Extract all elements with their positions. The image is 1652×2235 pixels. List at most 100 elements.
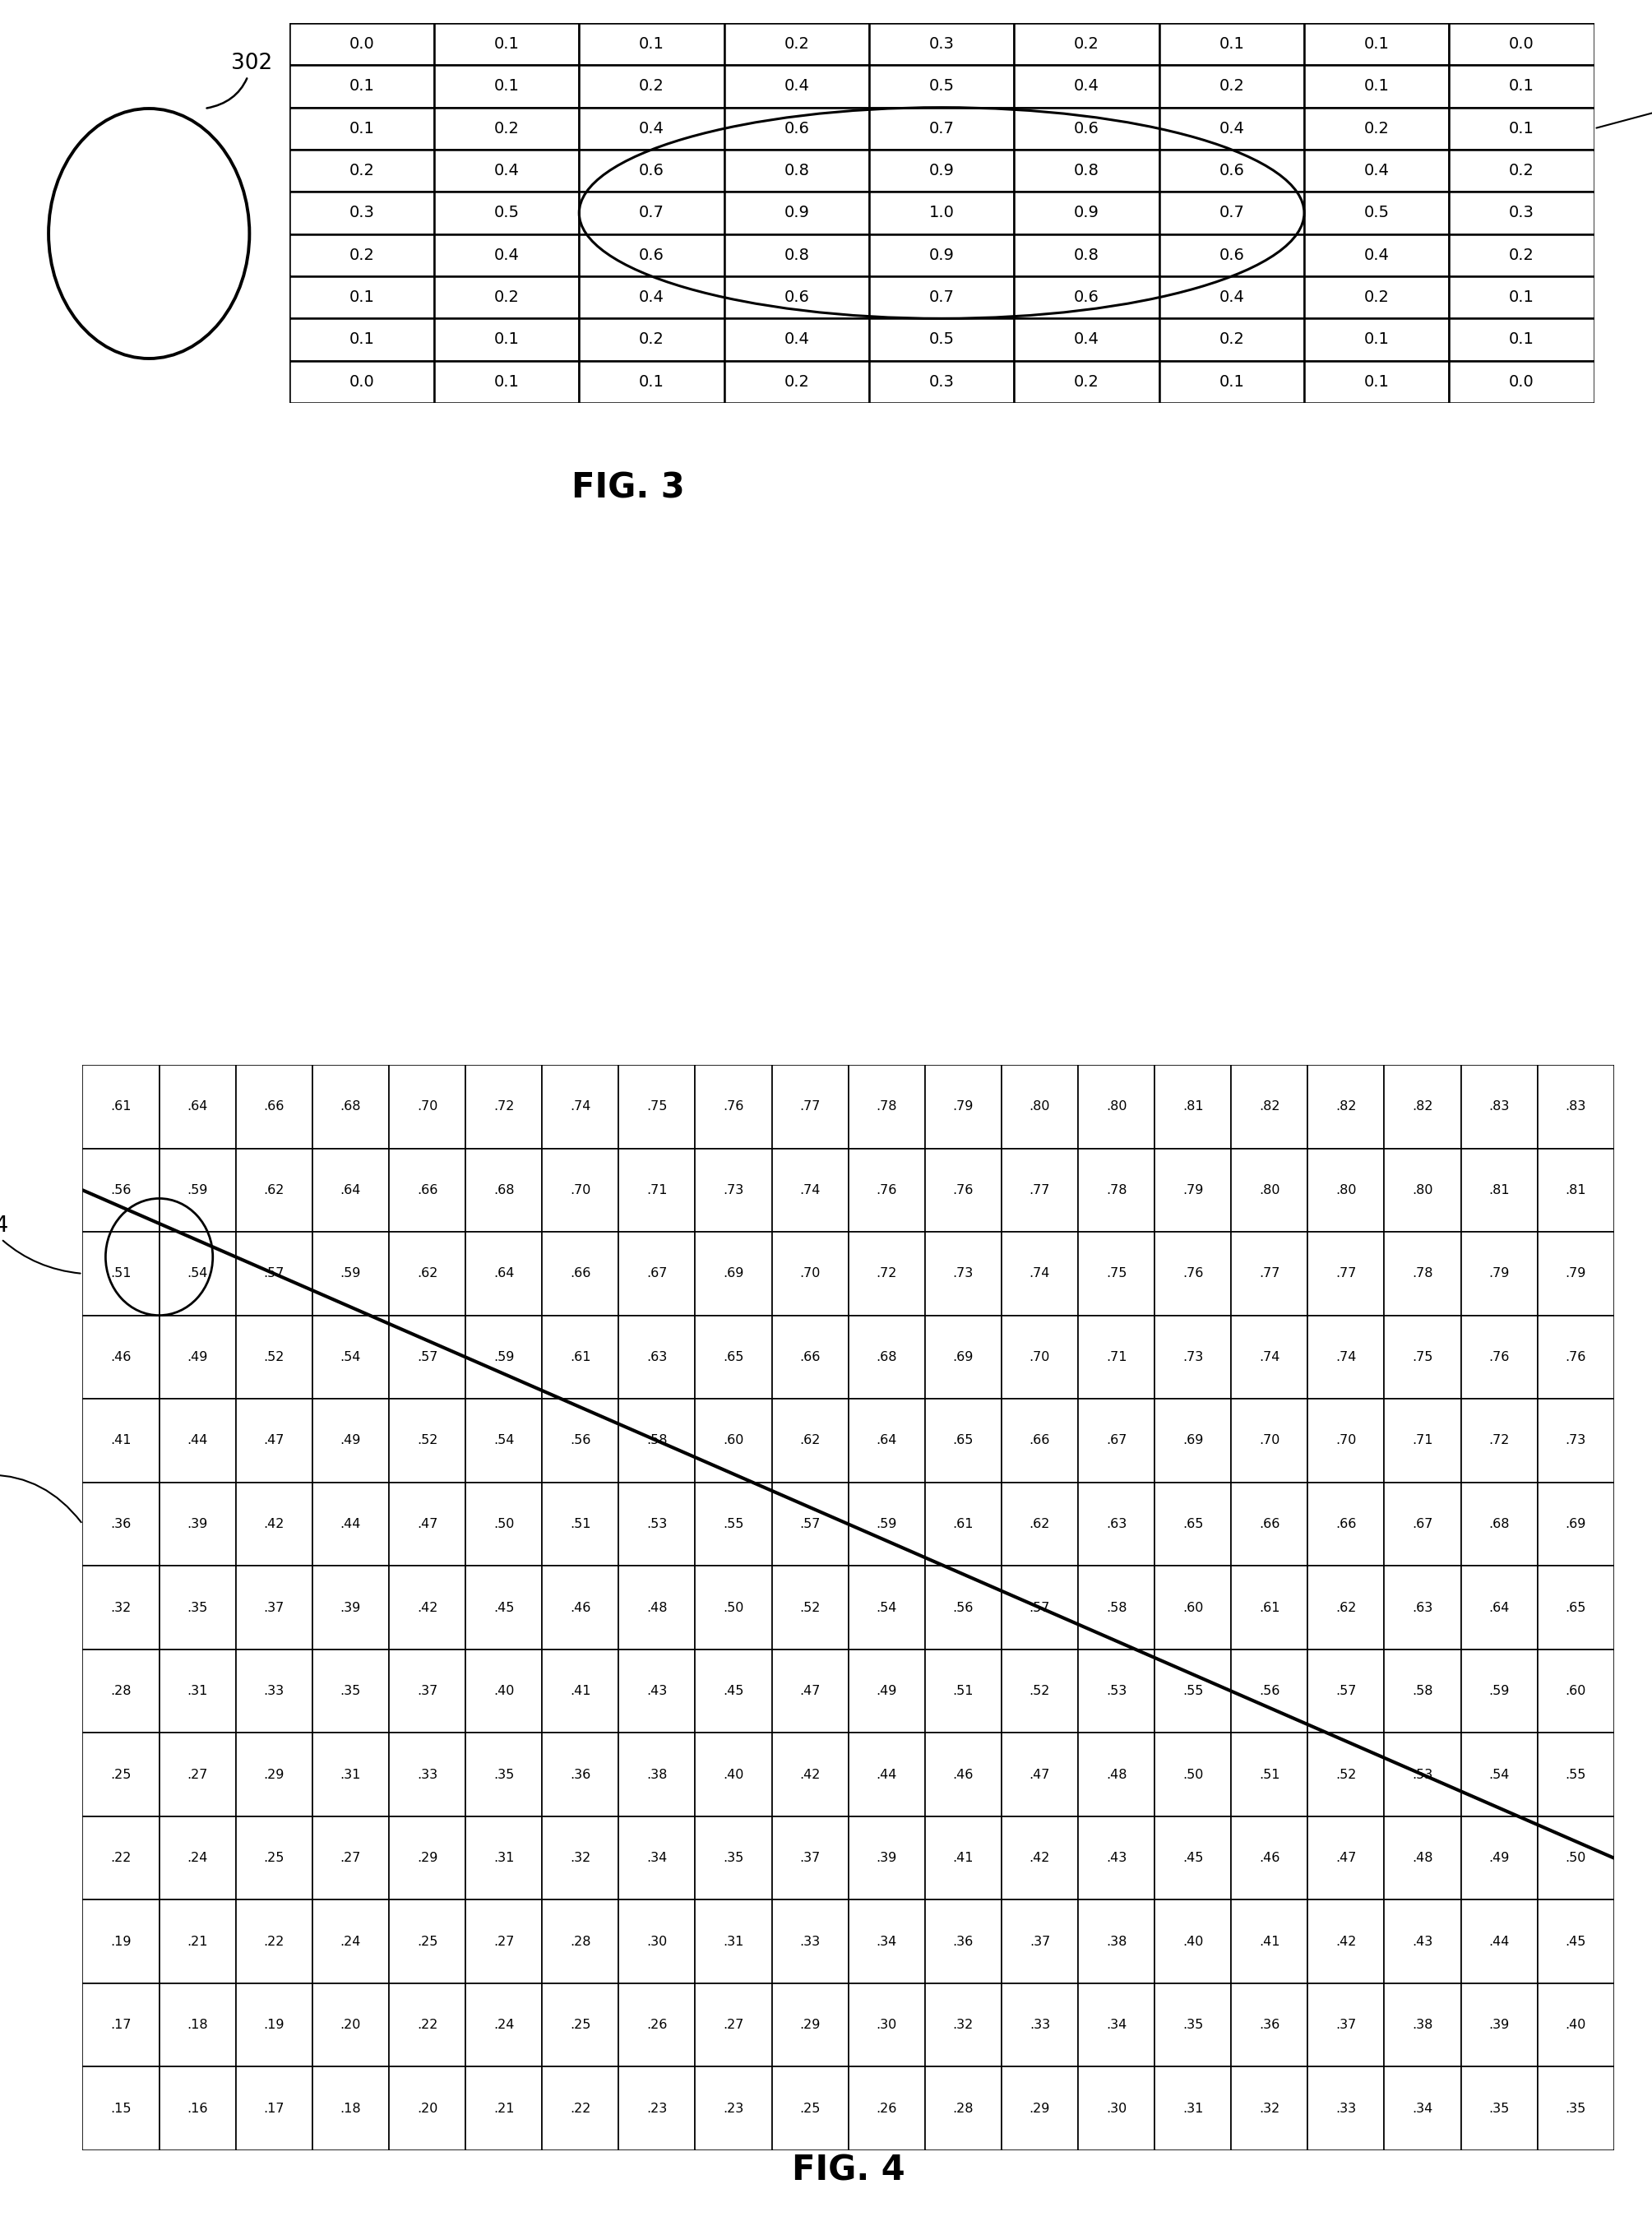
Bar	[1160, 235, 1303, 277]
Bar	[289, 320, 434, 360]
Bar	[1014, 65, 1160, 107]
Text: .43: .43	[1412, 1936, 1432, 1947]
Text: 0.0: 0.0	[349, 373, 375, 389]
Text: 0.1: 0.1	[639, 373, 664, 389]
Text: .37: .37	[1335, 2018, 1356, 2032]
Text: 0.1: 0.1	[494, 331, 519, 346]
Text: .41: .41	[1259, 1936, 1280, 1947]
Bar	[618, 1231, 695, 1316]
Text: .72: .72	[876, 1267, 897, 1281]
Text: 0.3: 0.3	[1508, 206, 1535, 221]
Bar	[849, 1982, 925, 2067]
Text: .59: .59	[1488, 1685, 1510, 1696]
Bar	[434, 65, 580, 107]
Bar	[1155, 1900, 1231, 1982]
Bar	[618, 1732, 695, 1817]
Bar	[236, 1900, 312, 1982]
Bar	[1384, 1064, 1460, 1149]
Bar	[1538, 1649, 1614, 1732]
Text: .33: .33	[800, 1936, 821, 1947]
Bar	[1460, 1567, 1538, 1649]
Bar	[1460, 1982, 1538, 2067]
Bar	[289, 235, 434, 277]
Text: 0.6: 0.6	[1074, 121, 1099, 136]
Bar	[771, 1649, 849, 1732]
Bar	[236, 2067, 312, 2150]
Bar	[466, 1064, 542, 1149]
Text: .46: .46	[953, 1768, 973, 1781]
Text: .51: .51	[111, 1267, 132, 1281]
Text: 0.6: 0.6	[639, 163, 664, 179]
Text: .43: .43	[1105, 1853, 1127, 1864]
Text: .64: .64	[876, 1435, 897, 1446]
Bar	[695, 1817, 771, 1900]
Bar	[434, 320, 580, 360]
Text: .24: .24	[340, 1936, 362, 1947]
Text: .71: .71	[1105, 1350, 1127, 1363]
Text: .58: .58	[1105, 1602, 1127, 1614]
Bar	[724, 22, 869, 65]
Bar	[1384, 1399, 1460, 1482]
Bar	[849, 1482, 925, 1567]
Text: .66: .66	[1259, 1518, 1280, 1531]
Bar	[542, 1149, 618, 1231]
Text: .36: .36	[953, 1936, 973, 1947]
Text: 304: 304	[1596, 92, 1652, 127]
Text: .74: .74	[1335, 1350, 1356, 1363]
Bar	[771, 1316, 849, 1399]
Text: .15: .15	[111, 2103, 132, 2114]
Bar	[236, 1817, 312, 1900]
Bar	[695, 1982, 771, 2067]
Text: .78: .78	[1412, 1267, 1432, 1281]
Bar	[466, 1149, 542, 1231]
Bar	[849, 1064, 925, 1149]
Bar	[1231, 1399, 1308, 1482]
Bar	[580, 192, 724, 235]
Text: .36: .36	[570, 1768, 591, 1781]
Text: .74: .74	[1029, 1267, 1051, 1281]
Text: .75: .75	[1105, 1267, 1127, 1281]
Bar	[1460, 1482, 1538, 1567]
Text: .35: .35	[1488, 2103, 1510, 2114]
Bar	[312, 1399, 388, 1482]
Bar	[1449, 360, 1594, 402]
Bar	[1014, 277, 1160, 320]
Text: .42: .42	[264, 1518, 284, 1531]
Text: .40: .40	[1566, 2018, 1586, 2032]
Text: .49: .49	[340, 1435, 362, 1446]
Text: 302: 302	[206, 54, 273, 107]
Bar	[159, 1064, 236, 1149]
Bar	[869, 320, 1014, 360]
Bar	[849, 1649, 925, 1732]
Text: .64: .64	[1488, 1602, 1510, 1614]
Bar	[1384, 1900, 1460, 1982]
Text: .66: .66	[570, 1267, 591, 1281]
Text: .29: .29	[1029, 2103, 1051, 2114]
Bar	[1001, 1732, 1079, 1817]
Text: .61: .61	[570, 1350, 591, 1363]
Bar	[925, 1982, 1001, 2067]
Bar	[849, 1399, 925, 1482]
Bar	[1001, 2067, 1079, 2150]
Text: .73: .73	[1183, 1350, 1203, 1363]
Text: .35: .35	[1183, 2018, 1203, 2032]
Text: .74: .74	[1259, 1350, 1280, 1363]
Text: .33: .33	[416, 1768, 438, 1781]
Text: .76: .76	[876, 1185, 897, 1196]
Bar	[312, 1149, 388, 1231]
Text: .67: .67	[1105, 1435, 1127, 1446]
Text: .56: .56	[1259, 1685, 1280, 1696]
Bar	[434, 235, 580, 277]
Text: 0.2: 0.2	[1508, 163, 1535, 179]
Bar	[771, 1064, 849, 1149]
Bar	[312, 1649, 388, 1732]
Bar	[1079, 1149, 1155, 1231]
Text: 0.8: 0.8	[1074, 248, 1099, 264]
Text: .52: .52	[264, 1350, 284, 1363]
Bar	[695, 1316, 771, 1399]
Text: 0.4: 0.4	[1074, 331, 1099, 346]
Text: 0.1: 0.1	[1365, 36, 1389, 51]
Text: .52: .52	[1335, 1768, 1356, 1781]
Bar	[1460, 1149, 1538, 1231]
Text: .58: .58	[1412, 1685, 1432, 1696]
